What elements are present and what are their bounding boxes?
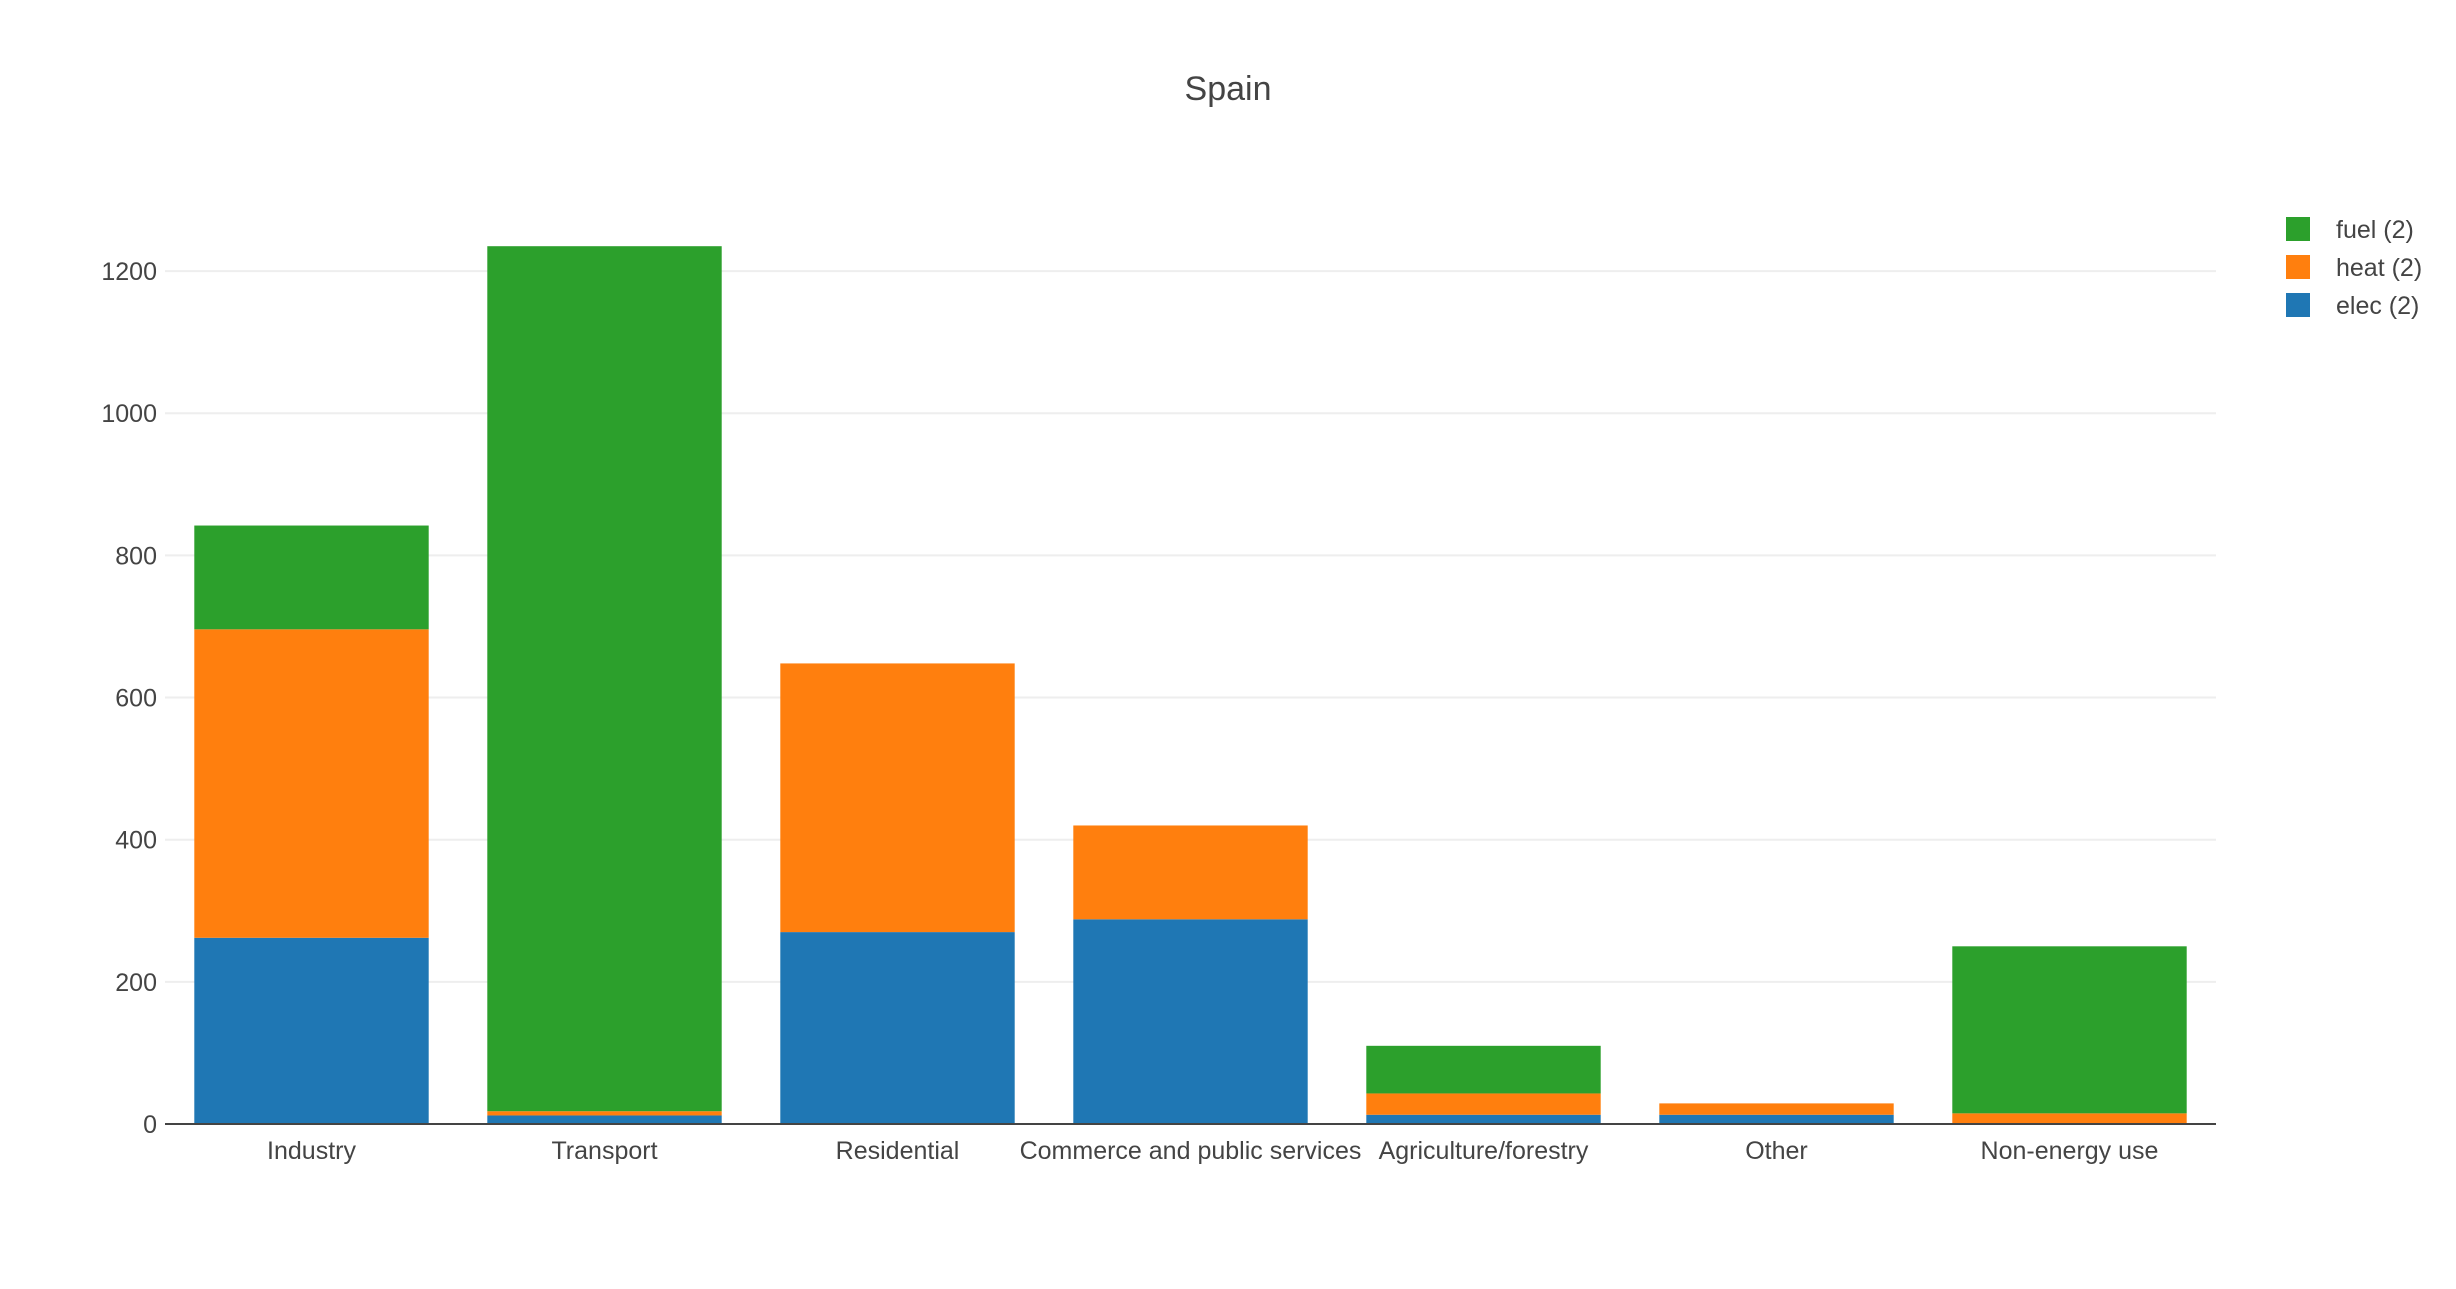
bar-heat-2 [780,663,1015,933]
y-tick-label: 800 [115,542,157,570]
bar-heat-5 [1659,1103,1894,1115]
y-tick-label: 1200 [101,258,157,286]
x-tick-label: Transport [551,1137,657,1165]
x-tick-label: Commerce and public services [1020,1137,1362,1165]
legend-swatch [2286,255,2310,279]
y-tick-label: 400 [115,827,157,855]
legend: fuel (2) heat (2) elec (2) [2286,216,2422,320]
bar-heat-4 [1366,1093,1601,1115]
bar-heat-0 [194,629,429,938]
legend-label: fuel (2) [2336,216,2414,244]
x-tick-label: Non-energy use [1981,1137,2159,1165]
y-tick-label: 600 [115,685,157,713]
y-tick-label: 200 [115,969,157,997]
y-tick-label: 0 [143,1111,157,1139]
legend-swatch [2286,293,2310,317]
bar-elec-0 [194,937,429,1124]
axes: 0 200 400 600 800 1000 1200 Industry Transport Re… [101,258,2216,1165]
bar-elec-1 [487,1115,722,1124]
bars [194,246,2187,1124]
bar-elec-2 [780,932,1015,1124]
bar-fuel-4 [1366,1045,1601,1094]
bar-fuel-6 [1952,946,2187,1114]
legend-swatch [2286,217,2310,241]
chart-title: Spain [1185,70,1272,108]
bar-elec-4 [1366,1114,1601,1124]
legend-label: elec (2) [2336,292,2419,320]
bar-elec-5 [1659,1114,1894,1124]
x-tick-label: Residential [836,1137,960,1165]
bar-heat-1 [487,1111,722,1116]
x-tick-label: Agriculture/forestry [1379,1137,1589,1165]
bar-fuel-1 [487,246,722,1112]
y-tick-label: 1000 [101,400,157,428]
x-tick-label: Industry [267,1137,356,1165]
bar-heat-6 [1952,1113,2187,1124]
legend-label: heat (2) [2336,254,2422,282]
bar-elec-3 [1073,919,1308,1124]
x-tick-label: Other [1745,1137,1808,1165]
bar-heat-3 [1073,825,1308,920]
bar-fuel-0 [194,525,429,630]
